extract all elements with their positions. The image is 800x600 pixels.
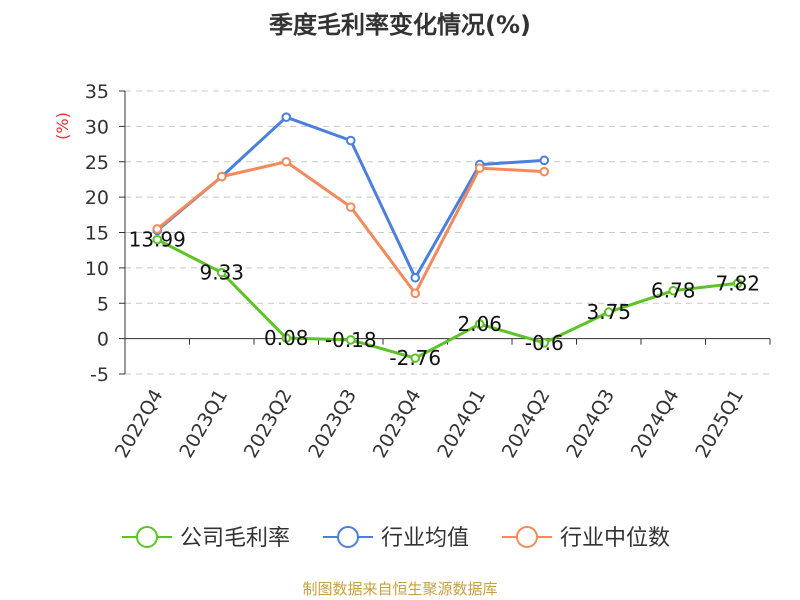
series-point [345, 202, 356, 212]
x-tick-label: 2024Q2 [498, 386, 555, 462]
legend-label: 行业中位数 [560, 526, 670, 551]
x-tick-label: 2023Q2 [240, 386, 297, 462]
x-tick-label: 2025Q1 [691, 386, 748, 462]
data-label: -2.76 [389, 346, 441, 370]
x-tick-label: 2024Q3 [562, 386, 619, 462]
series-point [539, 166, 550, 177]
series-point [539, 338, 550, 348]
legend-marker [337, 526, 359, 548]
y-tick-label: -5 [90, 364, 109, 386]
y-axis-ticks: -5 0 5 10 15 20 25 30 35 [85, 81, 125, 386]
y-tick-label: 15 [85, 223, 109, 245]
data-label: -0.18 [325, 328, 377, 352]
series-point [732, 278, 743, 289]
legend-marker [136, 526, 158, 548]
data-label: 3.75 [586, 300, 631, 324]
series-point [474, 163, 485, 173]
series-point [539, 155, 550, 166]
y-tick-label: 20 [85, 187, 109, 209]
series-point [216, 267, 227, 278]
data-labels: 13.99 9.33 0.08 -0.18 -2.76 2.06 -0.6 3.75 6.78 7… [129, 228, 760, 371]
data-label: 9.33 [199, 261, 244, 285]
data-label: 6.78 [651, 279, 696, 303]
series-point [281, 333, 292, 343]
series-point [152, 224, 163, 234]
legend: 公司毛利率 行业均值 行业中位数 [122, 526, 670, 551]
series-point [410, 272, 421, 283]
data-label: 0.08 [264, 326, 309, 350]
series-point [474, 319, 485, 329]
data-label: 2.06 [457, 312, 502, 336]
x-tick-label: 2023Q3 [304, 386, 361, 462]
series-line [156, 238, 738, 360]
y-tick-label: 25 [85, 152, 109, 174]
x-tick-label: 2023Q1 [175, 386, 232, 462]
series-point [603, 307, 614, 317]
y-tick-label: 30 [85, 116, 109, 138]
x-tick-label: 2023Q4 [369, 386, 426, 462]
data-label: 7.82 [715, 271, 760, 295]
series-layer [152, 112, 743, 363]
y-tick-label: 0 [97, 329, 109, 351]
series-point [152, 234, 163, 245]
series-point [345, 135, 356, 146]
y-tick-label: 35 [85, 81, 109, 103]
x-tick-label: 2024Q4 [627, 386, 684, 462]
source-note: 制图数据来自恒生聚源数据库 [302, 580, 497, 598]
legend-marker [516, 526, 538, 548]
x-tick-label: 2022Q4 [111, 386, 168, 462]
series-point [281, 112, 292, 122]
y-axis-unit-label: (%) [53, 112, 72, 140]
series-point [345, 335, 356, 345]
series-point [216, 171, 227, 182]
data-label: 13.99 [129, 228, 186, 252]
legend-label: 行业均值 [381, 526, 469, 551]
data-label: -0.6 [525, 331, 564, 355]
chart-title: 季度毛利率变化情况(%) [269, 11, 531, 39]
series-point [410, 353, 421, 363]
x-tick-label: 2024Q1 [433, 386, 490, 462]
series-point [668, 285, 679, 296]
y-tick-label: 5 [97, 293, 109, 315]
series-point [410, 288, 421, 299]
series-point [281, 156, 292, 167]
legend-label: 公司毛利率 [180, 526, 290, 551]
y-tick-label: 10 [85, 258, 109, 280]
